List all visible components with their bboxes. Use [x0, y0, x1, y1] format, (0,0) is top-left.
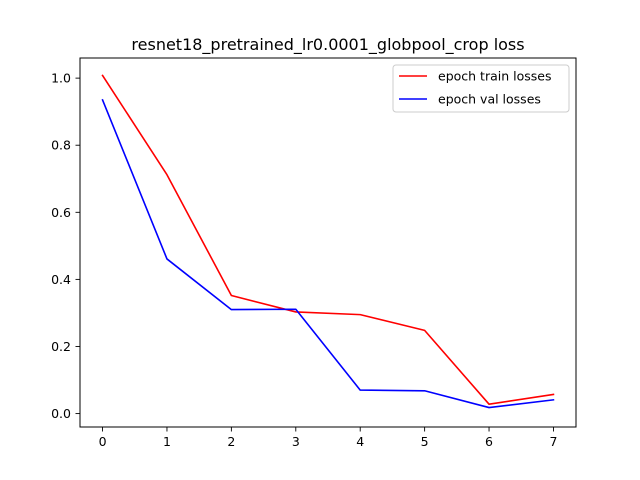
- x-tick-label: 6: [485, 434, 493, 449]
- x-tick-label: 3: [292, 434, 300, 449]
- legend-label: epoch train losses: [438, 69, 551, 84]
- series-layer: [101, 74, 555, 409]
- y-tick-label: 0.8: [51, 138, 71, 153]
- x-axis: 0 1 2 3 4 5 6 7: [99, 427, 557, 449]
- plot-area: [79, 57, 577, 428]
- x-tick-label: 4: [356, 434, 364, 449]
- x-tick-label: 5: [421, 434, 429, 449]
- x-tick-label: 7: [549, 434, 557, 449]
- y-tick-label: 0.0: [51, 406, 71, 421]
- x-tick-label: 0: [99, 434, 107, 449]
- y-tick-label: 1.0: [51, 71, 71, 86]
- series-line-val: [101, 98, 555, 409]
- y-tick-label: 0.2: [51, 339, 71, 354]
- chart-title: resnet18_pretrained_lr0.0001_globpool_cr…: [131, 35, 524, 55]
- y-tick-label: 0.4: [51, 272, 71, 287]
- x-tick-label: 2: [227, 434, 235, 449]
- legend-label: epoch val losses: [438, 92, 541, 107]
- legend: epoch train losses epoch val losses: [392, 64, 570, 113]
- y-tick-label: 0.6: [51, 205, 71, 220]
- x-tick-label: 1: [163, 434, 171, 449]
- legend-box: [392, 64, 570, 113]
- y-axis: 0.0 0.2 0.4 0.6 0.8 1.0: [51, 71, 80, 421]
- plot-frame: [79, 57, 577, 428]
- series-line-train: [101, 74, 555, 405]
